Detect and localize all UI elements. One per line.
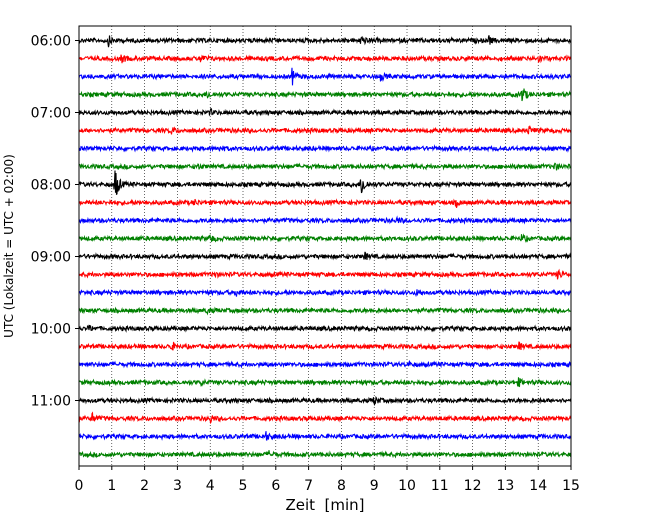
y-tick-label: 10:00 (31, 322, 71, 338)
seismic-trace (78, 162, 572, 171)
y-axis-label: UTC (Lokalzeit = UTC + 02:00) (2, 154, 16, 338)
seismic-trace (78, 377, 572, 388)
seismic-trace (78, 170, 572, 196)
seismic-trace (78, 198, 572, 208)
seismic-trace (78, 107, 572, 117)
seismic-trace (78, 395, 572, 407)
seismic-trace (78, 341, 572, 351)
y-tick-label: 11:00 (31, 394, 71, 410)
x-tick-label: 8 (337, 478, 346, 494)
y-axis-ticks: 06:00 07:00 08:00 09:00 10:00 11:00 (31, 34, 79, 410)
seismic-traces (78, 35, 572, 459)
x-axis-label: Zeit [min] (285, 496, 364, 514)
x-tick-label: 0 (75, 478, 84, 494)
x-tick-label: 15 (562, 478, 580, 494)
y-tick-label: 07:00 (31, 106, 71, 122)
x-tick-label: 4 (206, 478, 215, 494)
y-tick-label: 06:00 (31, 34, 71, 50)
seismic-trace (78, 233, 572, 243)
seismic-trace (78, 54, 572, 64)
seismic-trace (78, 288, 572, 298)
seismic-trace (78, 268, 572, 280)
seismic-trace (78, 251, 572, 261)
seismic-trace (78, 431, 572, 441)
x-tick-label: 1 (107, 478, 116, 494)
x-tick-label: 7 (304, 478, 313, 494)
x-tick-label: 6 (271, 478, 280, 494)
seismic-trace (78, 306, 572, 316)
seismic-trace (78, 67, 572, 86)
seismic-trace (78, 450, 572, 459)
x-tick-label: 3 (173, 478, 182, 494)
x-tick-label: 13 (496, 478, 514, 494)
y-tick-label: 09:00 (31, 250, 71, 266)
seismic-trace (78, 144, 572, 153)
x-tick-label: 2 (140, 478, 149, 494)
seismic-trace (78, 411, 572, 425)
x-tick-label: 11 (431, 478, 449, 494)
x-tick-label: 12 (464, 478, 482, 494)
x-tick-label: 9 (370, 478, 379, 494)
seismic-trace (78, 35, 572, 48)
seismic-trace (78, 359, 572, 369)
seismic-trace (78, 88, 572, 102)
x-tick-label: 14 (529, 478, 547, 494)
y-tick-label: 08:00 (31, 178, 71, 194)
x-tick-label: 10 (398, 478, 416, 494)
x-tick-label: 5 (239, 478, 248, 494)
seismic-trace (78, 215, 572, 225)
seismic-trace (78, 324, 572, 333)
x-axis-ticks: 0 1 2 3 4 5 6 7 8 9 10 11 12 13 14 15 (75, 466, 580, 494)
plot-frame (78, 25, 572, 467)
seismic-trace (78, 124, 572, 135)
